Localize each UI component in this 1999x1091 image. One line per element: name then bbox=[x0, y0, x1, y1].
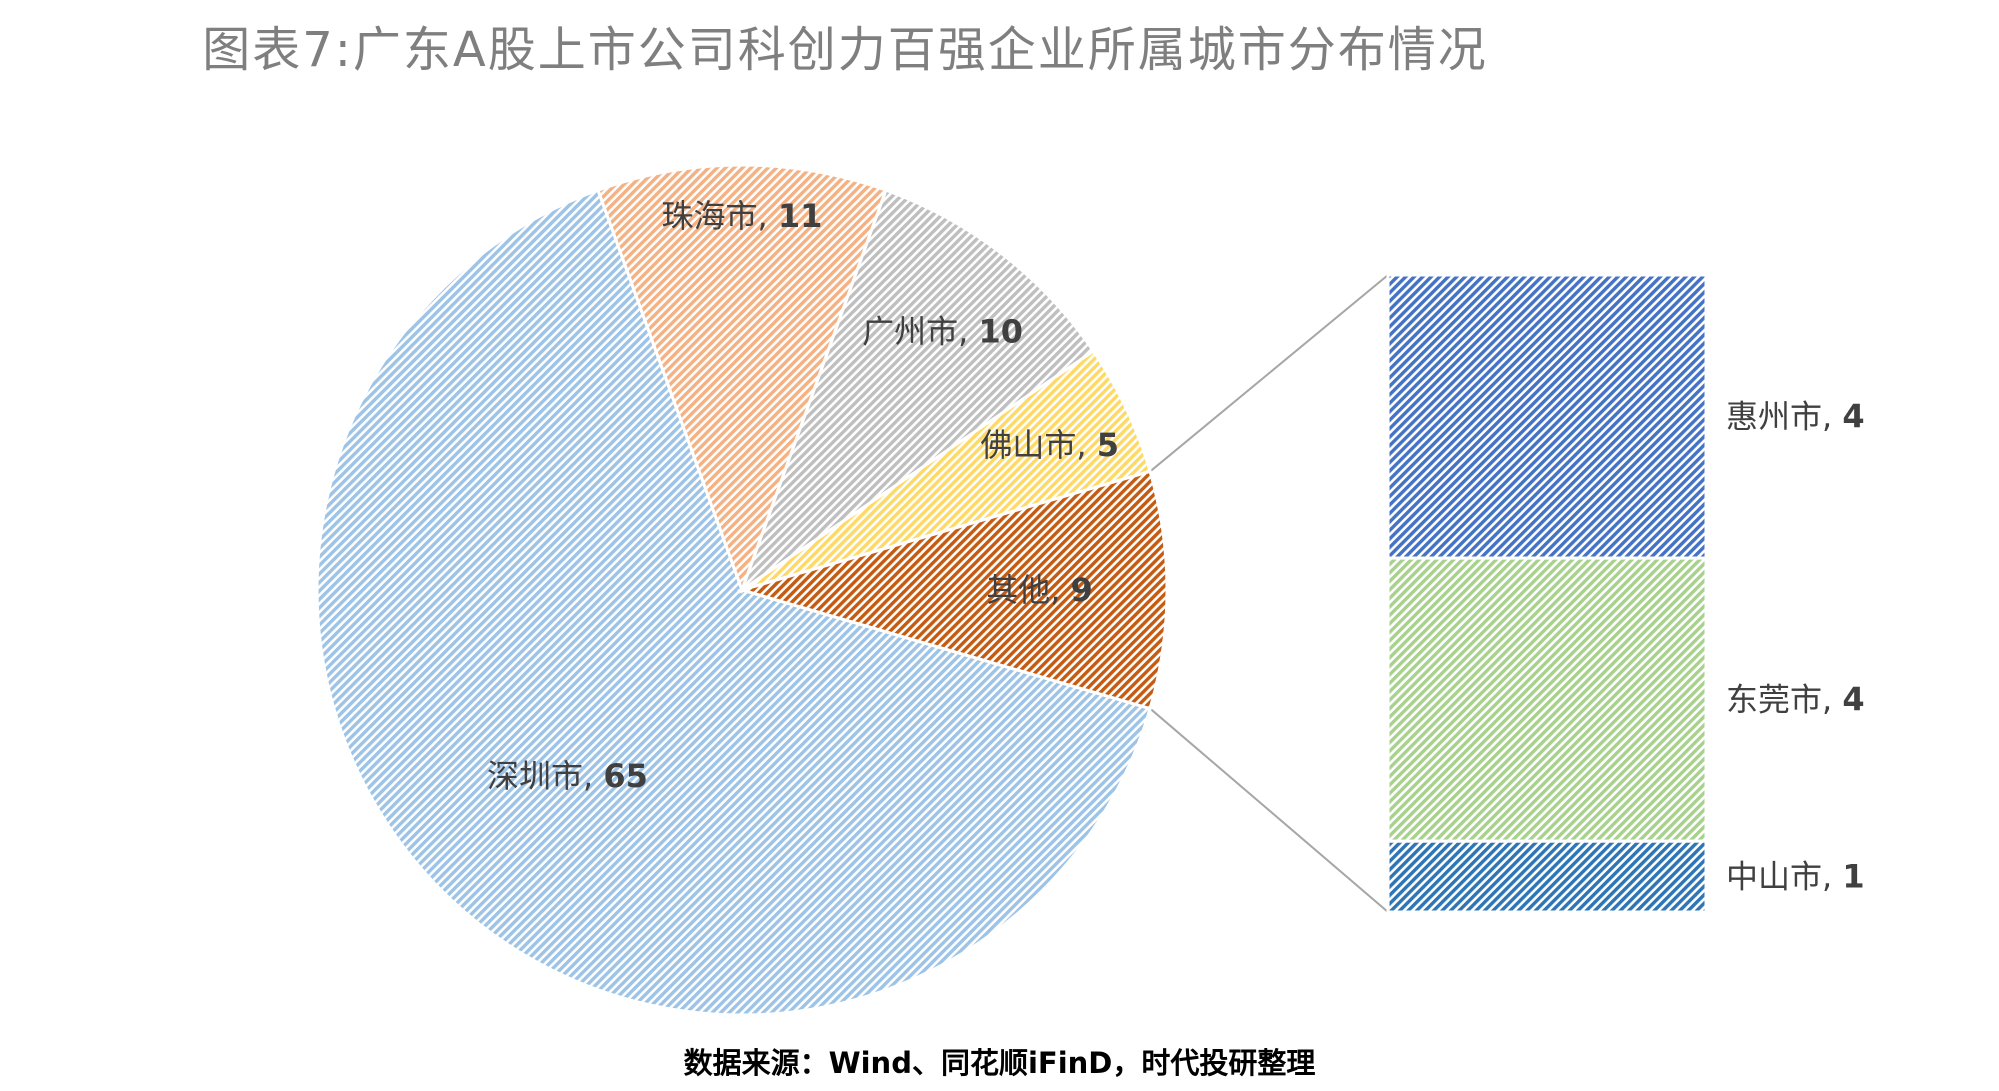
pie-slice-2 bbox=[739, 188, 1096, 594]
pie-slice-4 bbox=[736, 469, 1169, 711]
chart-title: 图表7:广东A股上市公司科创力百强企业所属城市分布情况 bbox=[202, 22, 1488, 78]
pie-label-3: 佛山市, 5 bbox=[980, 426, 1119, 464]
pie bbox=[315, 163, 1169, 1017]
breakdown-segment-1 bbox=[1386, 556, 1708, 843]
breakdown-segment-0 bbox=[1386, 273, 1708, 560]
source-note: 数据来源：Wind、同花顺iFinD，时代投研整理 bbox=[683, 1046, 1316, 1080]
data-labels: 深圳市, 65 珠海市, 11 广州市, 10 佛山市, 5 其他, 9 惠州市, 4 东莞… bbox=[487, 197, 1865, 896]
connector-lines bbox=[1149, 274, 1389, 913]
pie-label-0: 深圳市, 65 bbox=[487, 757, 648, 795]
connector-line-top bbox=[1149, 274, 1389, 473]
connector-line-bottom bbox=[1149, 707, 1389, 913]
pie-label-1: 珠海市, 11 bbox=[662, 197, 823, 235]
breakdown-bar bbox=[1386, 273, 1708, 914]
pie-label-4: 其他, 9 bbox=[986, 571, 1093, 609]
pie-slice-1 bbox=[596, 163, 888, 595]
breakdown-label-0: 惠州市, 4 bbox=[1726, 398, 1865, 436]
breakdown-segment-2 bbox=[1386, 839, 1708, 914]
pie-label-2: 广州市, 10 bbox=[862, 312, 1023, 350]
breakdown-label-1: 东莞市, 4 bbox=[1726, 681, 1865, 719]
breakdown-label-2: 中山市, 1 bbox=[1726, 858, 1865, 896]
pie-slice-0 bbox=[315, 188, 1152, 1017]
